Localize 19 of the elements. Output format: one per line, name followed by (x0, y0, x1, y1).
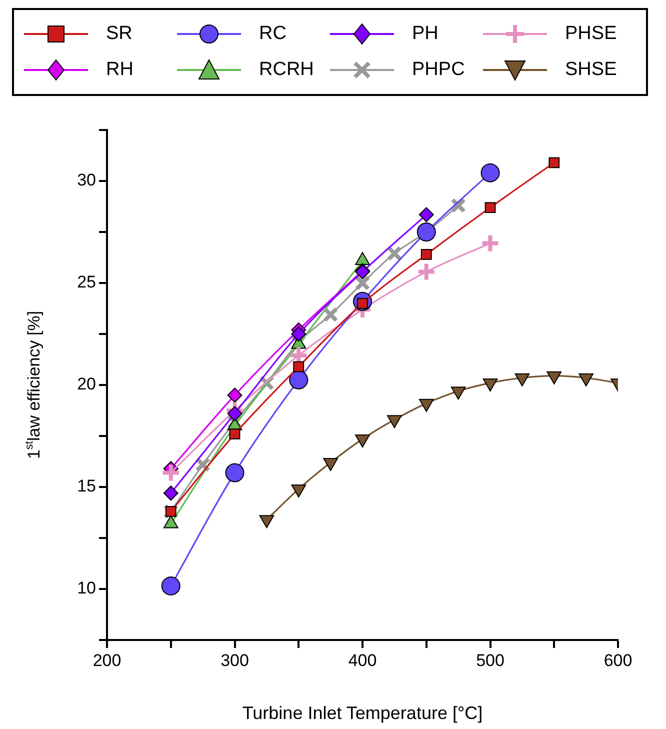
legend-label: PHSE (565, 23, 617, 45)
y-tick-label: 15 (77, 476, 96, 496)
x-tick-label: 200 (92, 650, 122, 670)
x-tick-label: 400 (348, 650, 377, 670)
legend-label: SHSE (565, 59, 617, 81)
legend-label: PHPC (412, 59, 465, 81)
x-tick-label: 600 (604, 650, 632, 670)
y-tick-label: 30 (77, 170, 96, 190)
y-tick-label: 25 (77, 272, 96, 292)
legend-label: PH (412, 23, 438, 45)
legend-label: RH (106, 59, 134, 81)
y-tick-label: 20 (77, 374, 96, 394)
legend-label: SR (106, 23, 132, 45)
x-tick-label: 300 (220, 650, 249, 670)
x-tick-label: 500 (476, 650, 504, 670)
legend-label: RCRH (259, 59, 314, 81)
y-tick-label: 10 (77, 578, 96, 598)
x-axis-title: Turbine Inlet Temperature [°C] (242, 703, 483, 724)
legend-label: RC (259, 23, 286, 45)
